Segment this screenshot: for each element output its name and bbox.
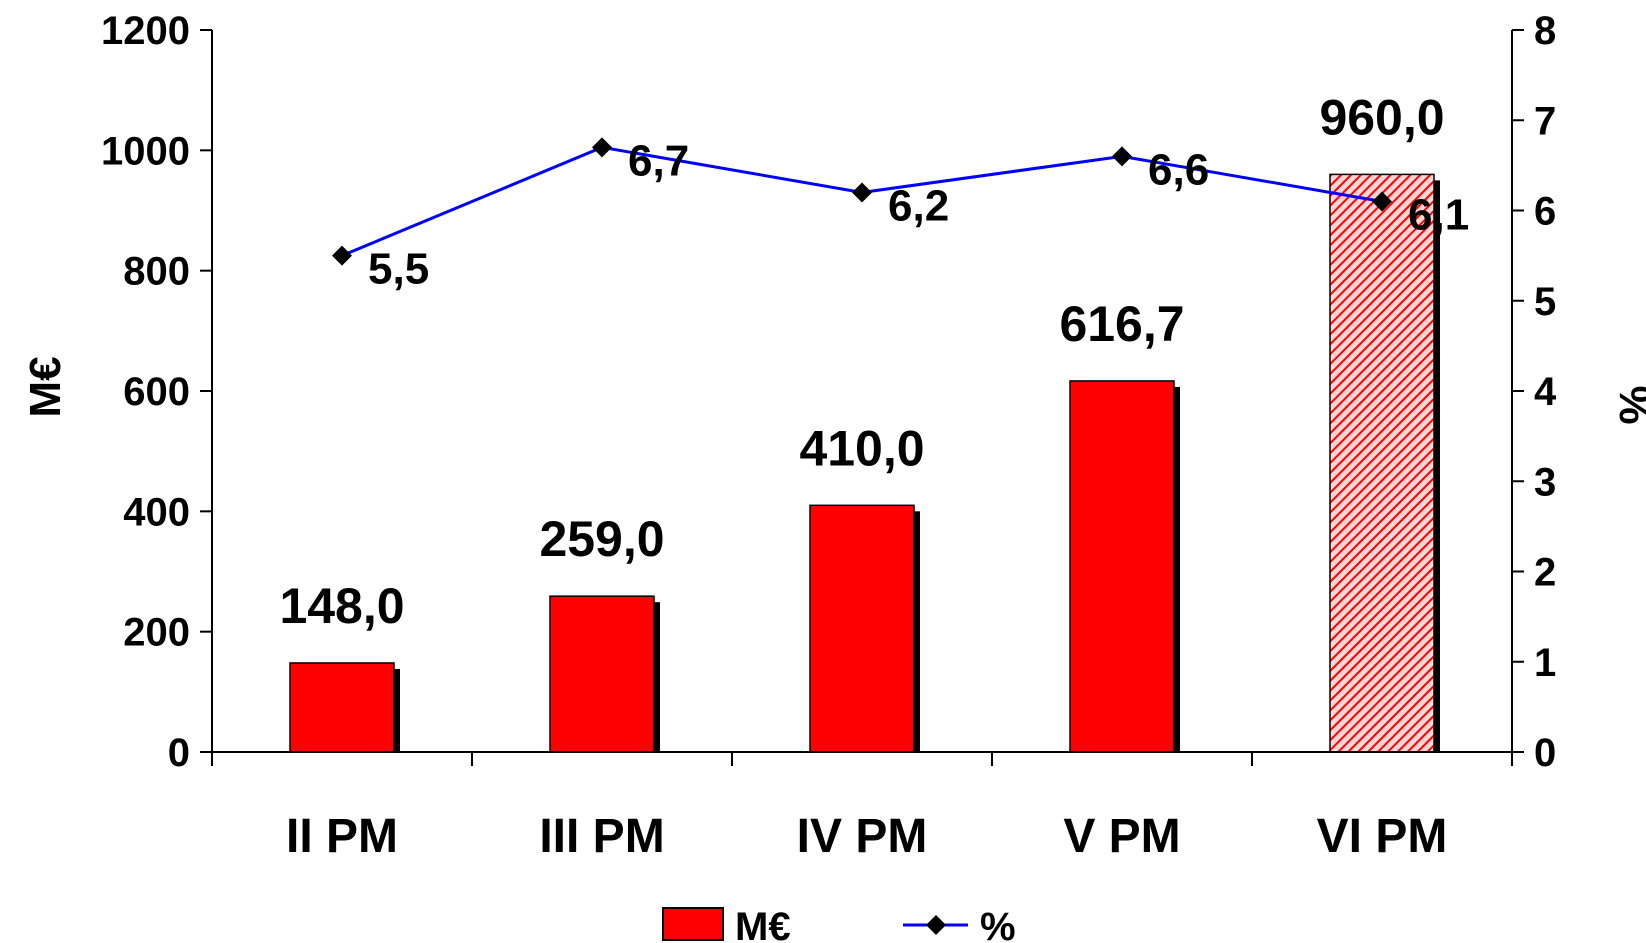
y2-tick-label: 3 (1534, 460, 1556, 504)
y-tick-label: 0 (168, 731, 190, 775)
legend-swatch-marker (926, 915, 946, 935)
line-value-label: 6,2 (888, 181, 949, 230)
y2-axis-title: % (1610, 385, 1646, 424)
y-tick-label: 1200 (101, 9, 190, 53)
y2-tick-label: 2 (1534, 551, 1556, 595)
line-marker (1112, 146, 1132, 167)
y2-tick-label: 6 (1534, 190, 1556, 234)
x-tick-label: VI PM (1317, 810, 1448, 863)
y-tick-label: 200 (123, 611, 190, 655)
bar (549, 595, 655, 753)
line-value-label: 5,5 (368, 245, 429, 294)
legend: M€ % (662, 905, 1016, 943)
axes-layer: 0 200 400 600 800 1000 1200 0 1 2 3 4 5 6 7 8 II PM III P… (101, 9, 1557, 863)
y2-tick-label: 1 (1534, 641, 1556, 685)
bar-value-label: 410,0 (799, 420, 924, 476)
bars-layer (289, 173, 1440, 753)
line-marker (1372, 191, 1392, 212)
bar-value-label: 960,0 (1319, 89, 1444, 145)
bar (1329, 173, 1435, 753)
y2-tick-label: 8 (1534, 9, 1556, 53)
y-tick-label: 400 (123, 490, 190, 534)
y2-tick-label: 0 (1534, 731, 1556, 775)
bar (1069, 380, 1175, 753)
line-marker (592, 137, 612, 158)
x-tick-label: V PM (1063, 810, 1180, 863)
x-tick-label: III PM (539, 810, 664, 863)
legend-label-line: % (980, 905, 1016, 943)
bar (809, 504, 915, 753)
bar-value-label: 616,7 (1059, 296, 1184, 352)
line-marker (332, 245, 352, 266)
y2-tick-label: 7 (1534, 99, 1556, 143)
bar-value-label: 259,0 (539, 511, 664, 567)
line-layer (332, 137, 1392, 266)
legend-swatch-bar (662, 907, 724, 941)
y-tick-label: 600 (123, 370, 190, 414)
y2-tick-label: 5 (1534, 280, 1556, 324)
y-axis-title: M€ (21, 356, 70, 417)
line-value-label: 6,7 (628, 136, 689, 185)
line-marker (852, 182, 872, 203)
x-tick-label: II PM (286, 810, 398, 863)
y-tick-label: 800 (123, 250, 190, 294)
bar (289, 662, 395, 753)
legend-label-bar: M€ (735, 905, 791, 943)
y-tick-label: 1000 (101, 129, 190, 173)
labels-layer: 148,0 259,0 410,0 616,7 960,0 5,5 6,7 6,2 6,6 6,1 (279, 89, 1469, 634)
x-tick-label: IV PM (797, 810, 928, 863)
line-value-label: 6,6 (1148, 145, 1209, 194)
bar-value-label: 148,0 (279, 578, 404, 634)
line-value-label: 6,1 (1408, 190, 1469, 239)
y2-tick-label: 4 (1534, 370, 1557, 414)
